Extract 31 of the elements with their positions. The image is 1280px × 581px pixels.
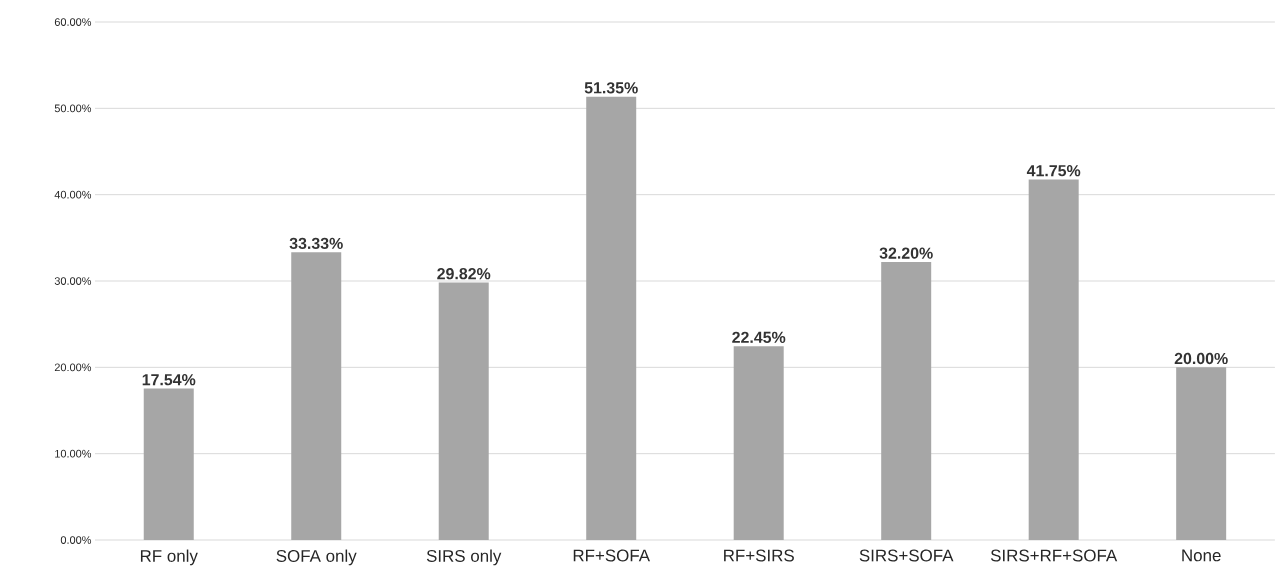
y-tick-label: 0.00% [60, 536, 92, 544]
data-label: 29.82% [437, 268, 491, 280]
bar [733, 346, 784, 540]
data-label: 17.54% [142, 374, 196, 386]
x-tick-label: None [1182, 549, 1221, 562]
y-tick-label: 50.00% [54, 104, 92, 113]
bar [1176, 367, 1227, 540]
x-tick-label: RF+SOFA [573, 549, 651, 562]
data-label: 51.35% [584, 82, 638, 94]
y-tick-label: 40.00% [54, 190, 92, 199]
bar [586, 96, 637, 540]
data-label: 41.75% [1026, 165, 1081, 177]
data-label: 33.33% [289, 237, 343, 250]
bar [291, 252, 342, 540]
data-label: 20.00% [1174, 352, 1228, 365]
y-tick-label: 60.00% [54, 18, 92, 26]
x-tick-label: SOFA only [276, 549, 357, 566]
data-label: 32.20% [879, 247, 933, 259]
y-tick-label: 10.00% [55, 449, 92, 458]
x-tick-label: RF only [140, 549, 198, 566]
data-label: 22.45% [732, 331, 786, 343]
x-tick-label: SIRS+SOFA [859, 549, 954, 562]
x-tick-label: SIRS only [426, 549, 502, 566]
y-tick-label: 30.00% [54, 277, 92, 285]
bar [438, 282, 489, 540]
x-tick-label: RF+SIRS [724, 549, 794, 562]
bar [1028, 179, 1079, 540]
y-tick-label: 20.00% [54, 363, 92, 372]
x-tick-label: SIRS+RF+SOFA [990, 549, 1118, 562]
bar [881, 262, 932, 540]
bar [143, 388, 194, 540]
